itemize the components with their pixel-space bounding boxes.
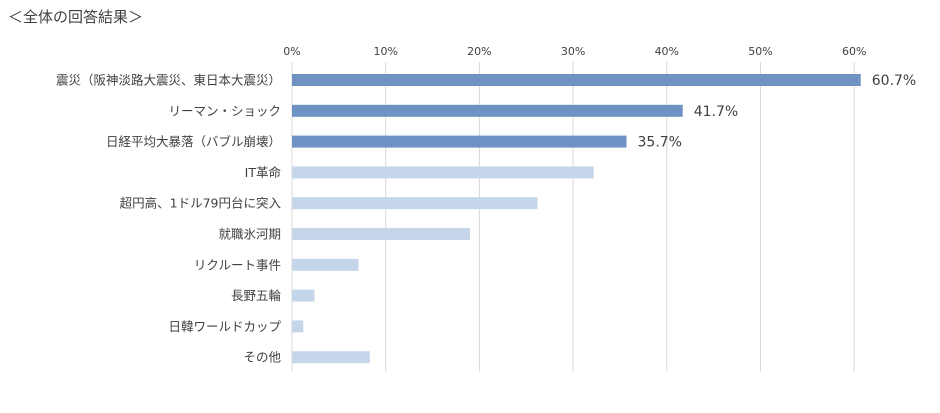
category-label: リーマン・ショック: [168, 103, 281, 118]
data-label: 35.7%: [638, 135, 682, 151]
bar: [292, 104, 683, 117]
x-tick-label: 50%: [748, 45, 772, 58]
bar: [292, 166, 594, 179]
x-tick-label: 60%: [842, 45, 866, 58]
bars: [292, 74, 861, 364]
data-label: 41.7%: [694, 104, 738, 120]
category-label: その他: [243, 350, 281, 365]
category-label: 長野五輪: [231, 288, 282, 303]
bar: [292, 320, 304, 333]
category-label: 超円高、1ドル79円台に突入: [120, 196, 282, 211]
x-tick-label: 10%: [373, 45, 397, 58]
category-label: 就職氷河期: [218, 227, 281, 242]
bar: [292, 197, 538, 210]
x-tick-label: 40%: [655, 45, 679, 58]
category-label: 震災（阪神淡路大震災、東日本大震災）: [56, 73, 281, 88]
bar: [292, 258, 359, 271]
data-label: 60.7%: [872, 73, 916, 89]
category-label: 日韓ワールドカップ: [168, 319, 281, 334]
category-label: IT革命: [245, 165, 282, 180]
category-labels: 震災（阪神淡路大震災、東日本大震災） リーマン・ショック日経平均大暴落（バブル崩壊…: [56, 73, 282, 365]
bar: [292, 74, 861, 86]
category-label: リクルート事件: [194, 257, 281, 272]
grid-lines: [291, 62, 855, 372]
data-labels: 60.7% 41.7% 35.7%: [638, 73, 917, 151]
bar: [292, 351, 370, 364]
x-tick-label: 0%: [283, 45, 300, 58]
bar: [292, 228, 471, 240]
x-tick-label: 20%: [467, 45, 491, 58]
x-axis-ticks: 0% 10% 20% 30% 40% 50% 60%: [283, 45, 866, 58]
bar: [292, 135, 627, 148]
page-title: ＜全体の回答結果＞: [8, 8, 144, 26]
x-tick-label: 30%: [561, 45, 585, 58]
bar: [292, 289, 315, 302]
category-label: 日経平均大暴落（バブル崩壊）: [106, 134, 281, 149]
